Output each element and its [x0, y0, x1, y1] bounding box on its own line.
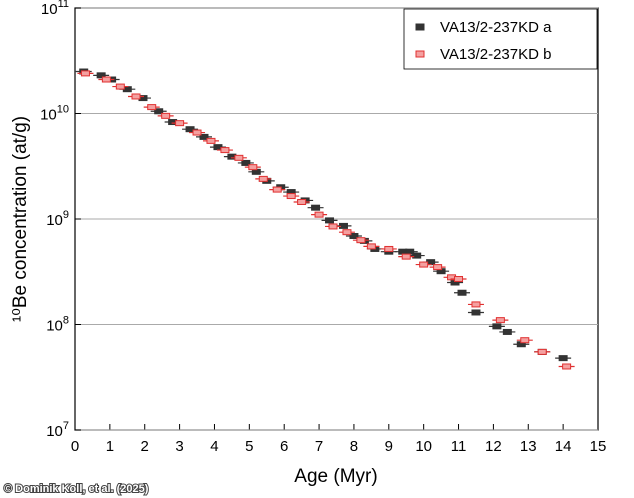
data-point — [502, 328, 512, 335]
data-point — [220, 147, 230, 154]
data-point — [311, 204, 321, 211]
data-point — [147, 104, 157, 111]
data-point — [96, 72, 106, 79]
data-point — [241, 159, 251, 166]
data-point — [520, 337, 530, 344]
data-point — [206, 137, 216, 144]
x-tick-label: 14 — [555, 438, 572, 455]
x-tick-label: 4 — [210, 438, 218, 455]
legend-label: VA13/2-237KD a — [440, 19, 552, 36]
data-point — [234, 154, 244, 161]
data-point — [161, 112, 171, 119]
x-tick-label: 12 — [485, 438, 502, 455]
data-point — [101, 76, 111, 83]
data-point — [328, 223, 338, 230]
data-point — [131, 93, 141, 100]
legend-marker — [415, 23, 425, 31]
y-axis-title: ¹⁰Be concentration (at/g) — [10, 116, 31, 322]
x-tick-label: 7 — [315, 438, 323, 455]
y-tick-label: 108 — [46, 315, 69, 335]
x-tick-label: 11 — [451, 438, 467, 455]
data-point — [286, 193, 296, 200]
x-tick-label: 3 — [175, 438, 183, 455]
data-point — [412, 252, 422, 259]
x-tick-label: 13 — [520, 438, 537, 455]
data-point — [401, 253, 411, 260]
data-point — [349, 233, 359, 240]
data-point — [495, 317, 505, 324]
data-point — [562, 363, 572, 370]
data-point — [272, 186, 282, 193]
y-tick-label: 1011 — [41, 0, 69, 18]
data-point — [185, 126, 195, 133]
x-tick-label: 8 — [350, 438, 358, 455]
data-point — [492, 323, 502, 330]
data-point — [457, 289, 467, 296]
legend-label: VA13/2-237KD b — [440, 46, 551, 63]
data-point — [356, 237, 366, 244]
data-point — [366, 243, 376, 250]
x-tick-label: 15 — [590, 438, 607, 455]
data-point — [537, 348, 547, 355]
y-tick-label: 1010 — [40, 104, 69, 124]
x-tick-label: 0 — [71, 438, 79, 455]
data-point — [80, 70, 90, 77]
data-point — [558, 355, 568, 362]
x-tick-label: 9 — [385, 438, 393, 455]
x-tick-label: 5 — [245, 438, 253, 455]
data-point — [199, 133, 209, 140]
x-axis-title: Age (Myr) — [294, 466, 377, 487]
data-point — [454, 275, 464, 282]
data-point — [192, 129, 202, 136]
data-point — [433, 264, 443, 271]
data-point — [115, 83, 125, 90]
legend-box — [403, 8, 598, 70]
data-point — [471, 309, 481, 316]
x-tick-label: 6 — [280, 438, 288, 455]
data-point — [175, 120, 185, 127]
x-tick-label: 1 — [106, 438, 114, 455]
y-tick-label: 107 — [46, 420, 69, 440]
x-tick-label: 10 — [415, 438, 432, 455]
data-point — [384, 245, 394, 252]
data-point — [258, 175, 268, 182]
x-tick-label: 2 — [141, 438, 149, 455]
data-point — [419, 261, 429, 268]
data-point — [154, 108, 164, 115]
data-point — [342, 229, 352, 236]
legend: VA13/2-237KD a VA13/2-237KD b — [403, 8, 598, 70]
legend-marker — [415, 50, 425, 58]
data-point — [471, 301, 481, 308]
credit: © Dominik Koll, et al. (2025) — [4, 483, 149, 495]
data-point — [314, 211, 324, 218]
data-point — [297, 198, 307, 205]
data-point — [325, 217, 335, 224]
y-tick-label: 109 — [46, 209, 69, 229]
data-point — [248, 164, 258, 171]
